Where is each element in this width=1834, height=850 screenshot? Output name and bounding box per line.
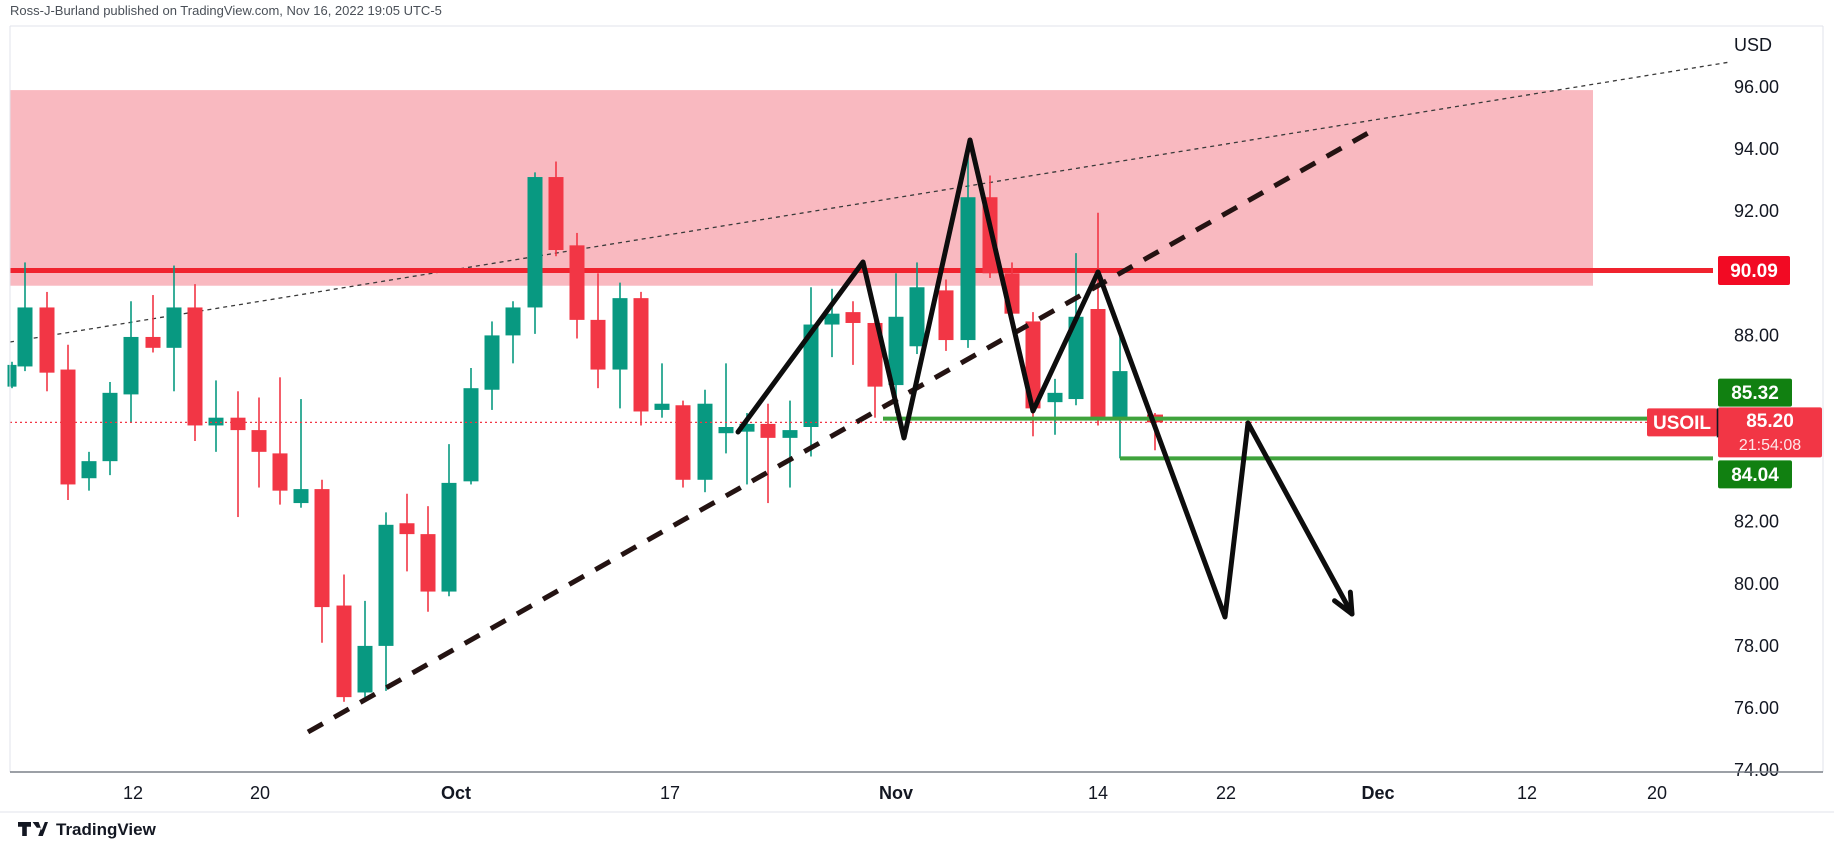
price-tick: 76.00 <box>1734 698 1779 718</box>
svg-text:85.32: 85.32 <box>1731 383 1779 404</box>
candle-up <box>654 363 670 418</box>
time-tick: 14 <box>1088 783 1108 803</box>
candle-down <box>548 161 564 257</box>
price-tick: 74.00 <box>1734 760 1779 780</box>
candle-down <box>399 493 415 572</box>
candle-down <box>60 344 76 500</box>
candle-up <box>378 512 394 691</box>
candle-down <box>845 301 861 365</box>
candle-down <box>251 397 267 488</box>
candle-up <box>782 400 798 488</box>
candle-down <box>1090 212 1106 426</box>
candle-up <box>718 363 734 454</box>
price-tick: 96.00 <box>1734 77 1779 97</box>
candle-up <box>463 368 479 485</box>
arrowhead-icon <box>1332 589 1355 617</box>
candle-up <box>484 321 500 410</box>
candle-up <box>612 282 628 409</box>
rising-dotted-trendline <box>9 61 1731 343</box>
time-tick: 17 <box>660 783 680 803</box>
candle-up <box>7 361 17 389</box>
candle-down <box>569 232 585 339</box>
price-tick: 82.00 <box>1734 512 1779 532</box>
tradingview-logo: TradingView <box>18 820 156 840</box>
tradingview-logo-text: TradingView <box>56 820 156 839</box>
candle-up <box>909 262 925 355</box>
currency-label: USD <box>1734 35 1772 55</box>
candle-down <box>230 391 246 518</box>
candle-up <box>357 600 373 698</box>
candle-down <box>336 574 352 702</box>
candle-up <box>739 413 755 485</box>
time-tick: 20 <box>1647 783 1667 803</box>
candle-up <box>803 287 819 457</box>
time-tick: Nov <box>879 783 913 803</box>
candle-up <box>166 265 182 392</box>
candle-down <box>760 403 776 504</box>
price-tick: 88.00 <box>1734 325 1779 345</box>
candle-down <box>272 377 288 505</box>
candle-up <box>1068 253 1084 406</box>
candle-up <box>527 172 543 334</box>
candle-up <box>960 155 976 348</box>
candle-down <box>39 291 55 392</box>
price-tick: 94.00 <box>1734 139 1779 159</box>
projection-zigzag-arrow <box>735 137 1355 620</box>
candle-down <box>145 295 161 353</box>
attribution-text: Ross-J-Burland published on TradingView.… <box>10 3 442 18</box>
resistance-line-label: 90.09 <box>1718 256 1790 286</box>
time-tick: 20 <box>250 783 270 803</box>
time-tick: 12 <box>1517 783 1537 803</box>
candle-up <box>17 262 33 372</box>
price-tick: 92.00 <box>1734 201 1779 221</box>
time-tick: Oct <box>441 783 471 803</box>
svg-text:90.09: 90.09 <box>1730 261 1778 282</box>
candle-up <box>888 273 904 414</box>
candle-down <box>938 279 954 351</box>
candle-up <box>102 381 118 476</box>
rising-dashed-trendline <box>306 125 1379 735</box>
svg-text:85.20: 85.20 <box>1746 411 1794 432</box>
time-tick: 12 <box>123 783 143 803</box>
time-tick: 22 <box>1216 783 1236 803</box>
countdown-label: 21:54:08 <box>1739 437 1801 454</box>
candle-up <box>208 380 224 452</box>
candle-up <box>441 444 457 597</box>
candle-up <box>81 451 97 491</box>
candle-down <box>590 273 606 389</box>
current-price-label: USOIL 85.20 21:54:08 <box>1647 407 1822 458</box>
candle-up <box>293 399 309 508</box>
candle-down <box>675 400 691 488</box>
svg-text:84.04: 84.04 <box>1731 465 1779 486</box>
candle-down <box>314 479 330 643</box>
candle-down <box>633 291 649 426</box>
tradingview-logo-icon <box>18 821 48 836</box>
candle-up <box>505 301 521 364</box>
time-tick: Dec <box>1361 783 1394 803</box>
price-tick: 78.00 <box>1734 636 1779 656</box>
candle-up <box>1112 333 1128 459</box>
symbol-tag: USOIL <box>1653 413 1711 434</box>
candle-up <box>123 301 139 423</box>
support-line-lower-label: 84.04 <box>1718 460 1792 489</box>
candle-up <box>1047 378 1063 435</box>
candle-down <box>187 284 203 441</box>
supply-zone <box>10 90 1593 286</box>
candle-up <box>697 389 713 493</box>
support-line-upper-label: 85.32 <box>1718 378 1792 407</box>
price-tick: 80.00 <box>1734 574 1779 594</box>
candle-down <box>420 506 436 612</box>
